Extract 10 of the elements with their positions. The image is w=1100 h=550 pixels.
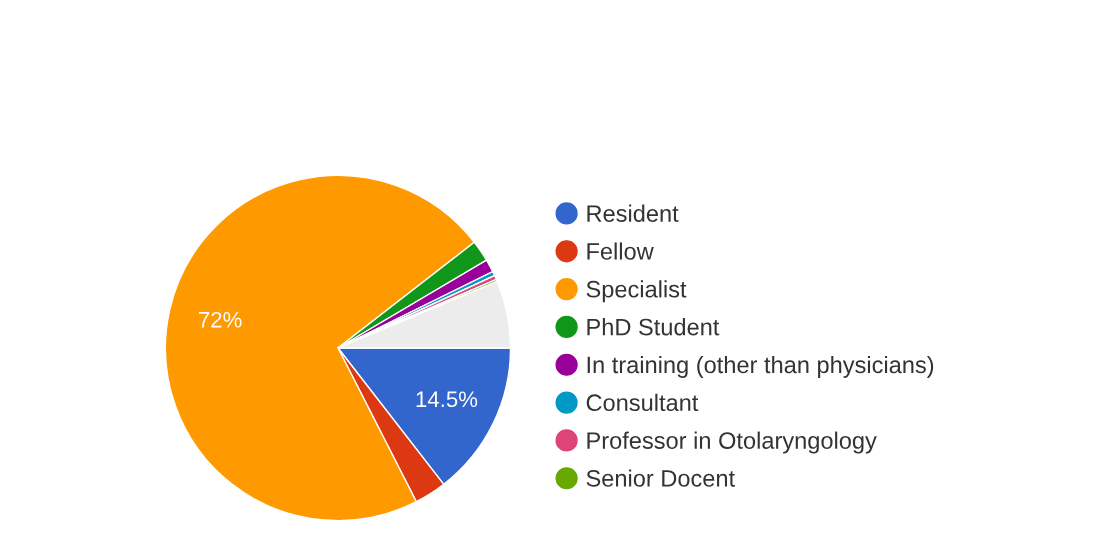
legend-label: In training (other than physicians) [587, 355, 934, 378]
data-label: 14.5% [416, 391, 478, 408]
legend-label: Fellow [587, 242, 654, 260]
legend-label: Resident [587, 204, 679, 222]
legend-label: PhD Student [587, 318, 720, 336]
legend-label: Senior Docent [586, 469, 735, 487]
legend-label: Specialist [586, 280, 687, 303]
legend-label: Consultant [586, 393, 699, 412]
legend-label: Professor in Otolaryngology [587, 431, 877, 454]
data-label: 72% [199, 311, 242, 328]
